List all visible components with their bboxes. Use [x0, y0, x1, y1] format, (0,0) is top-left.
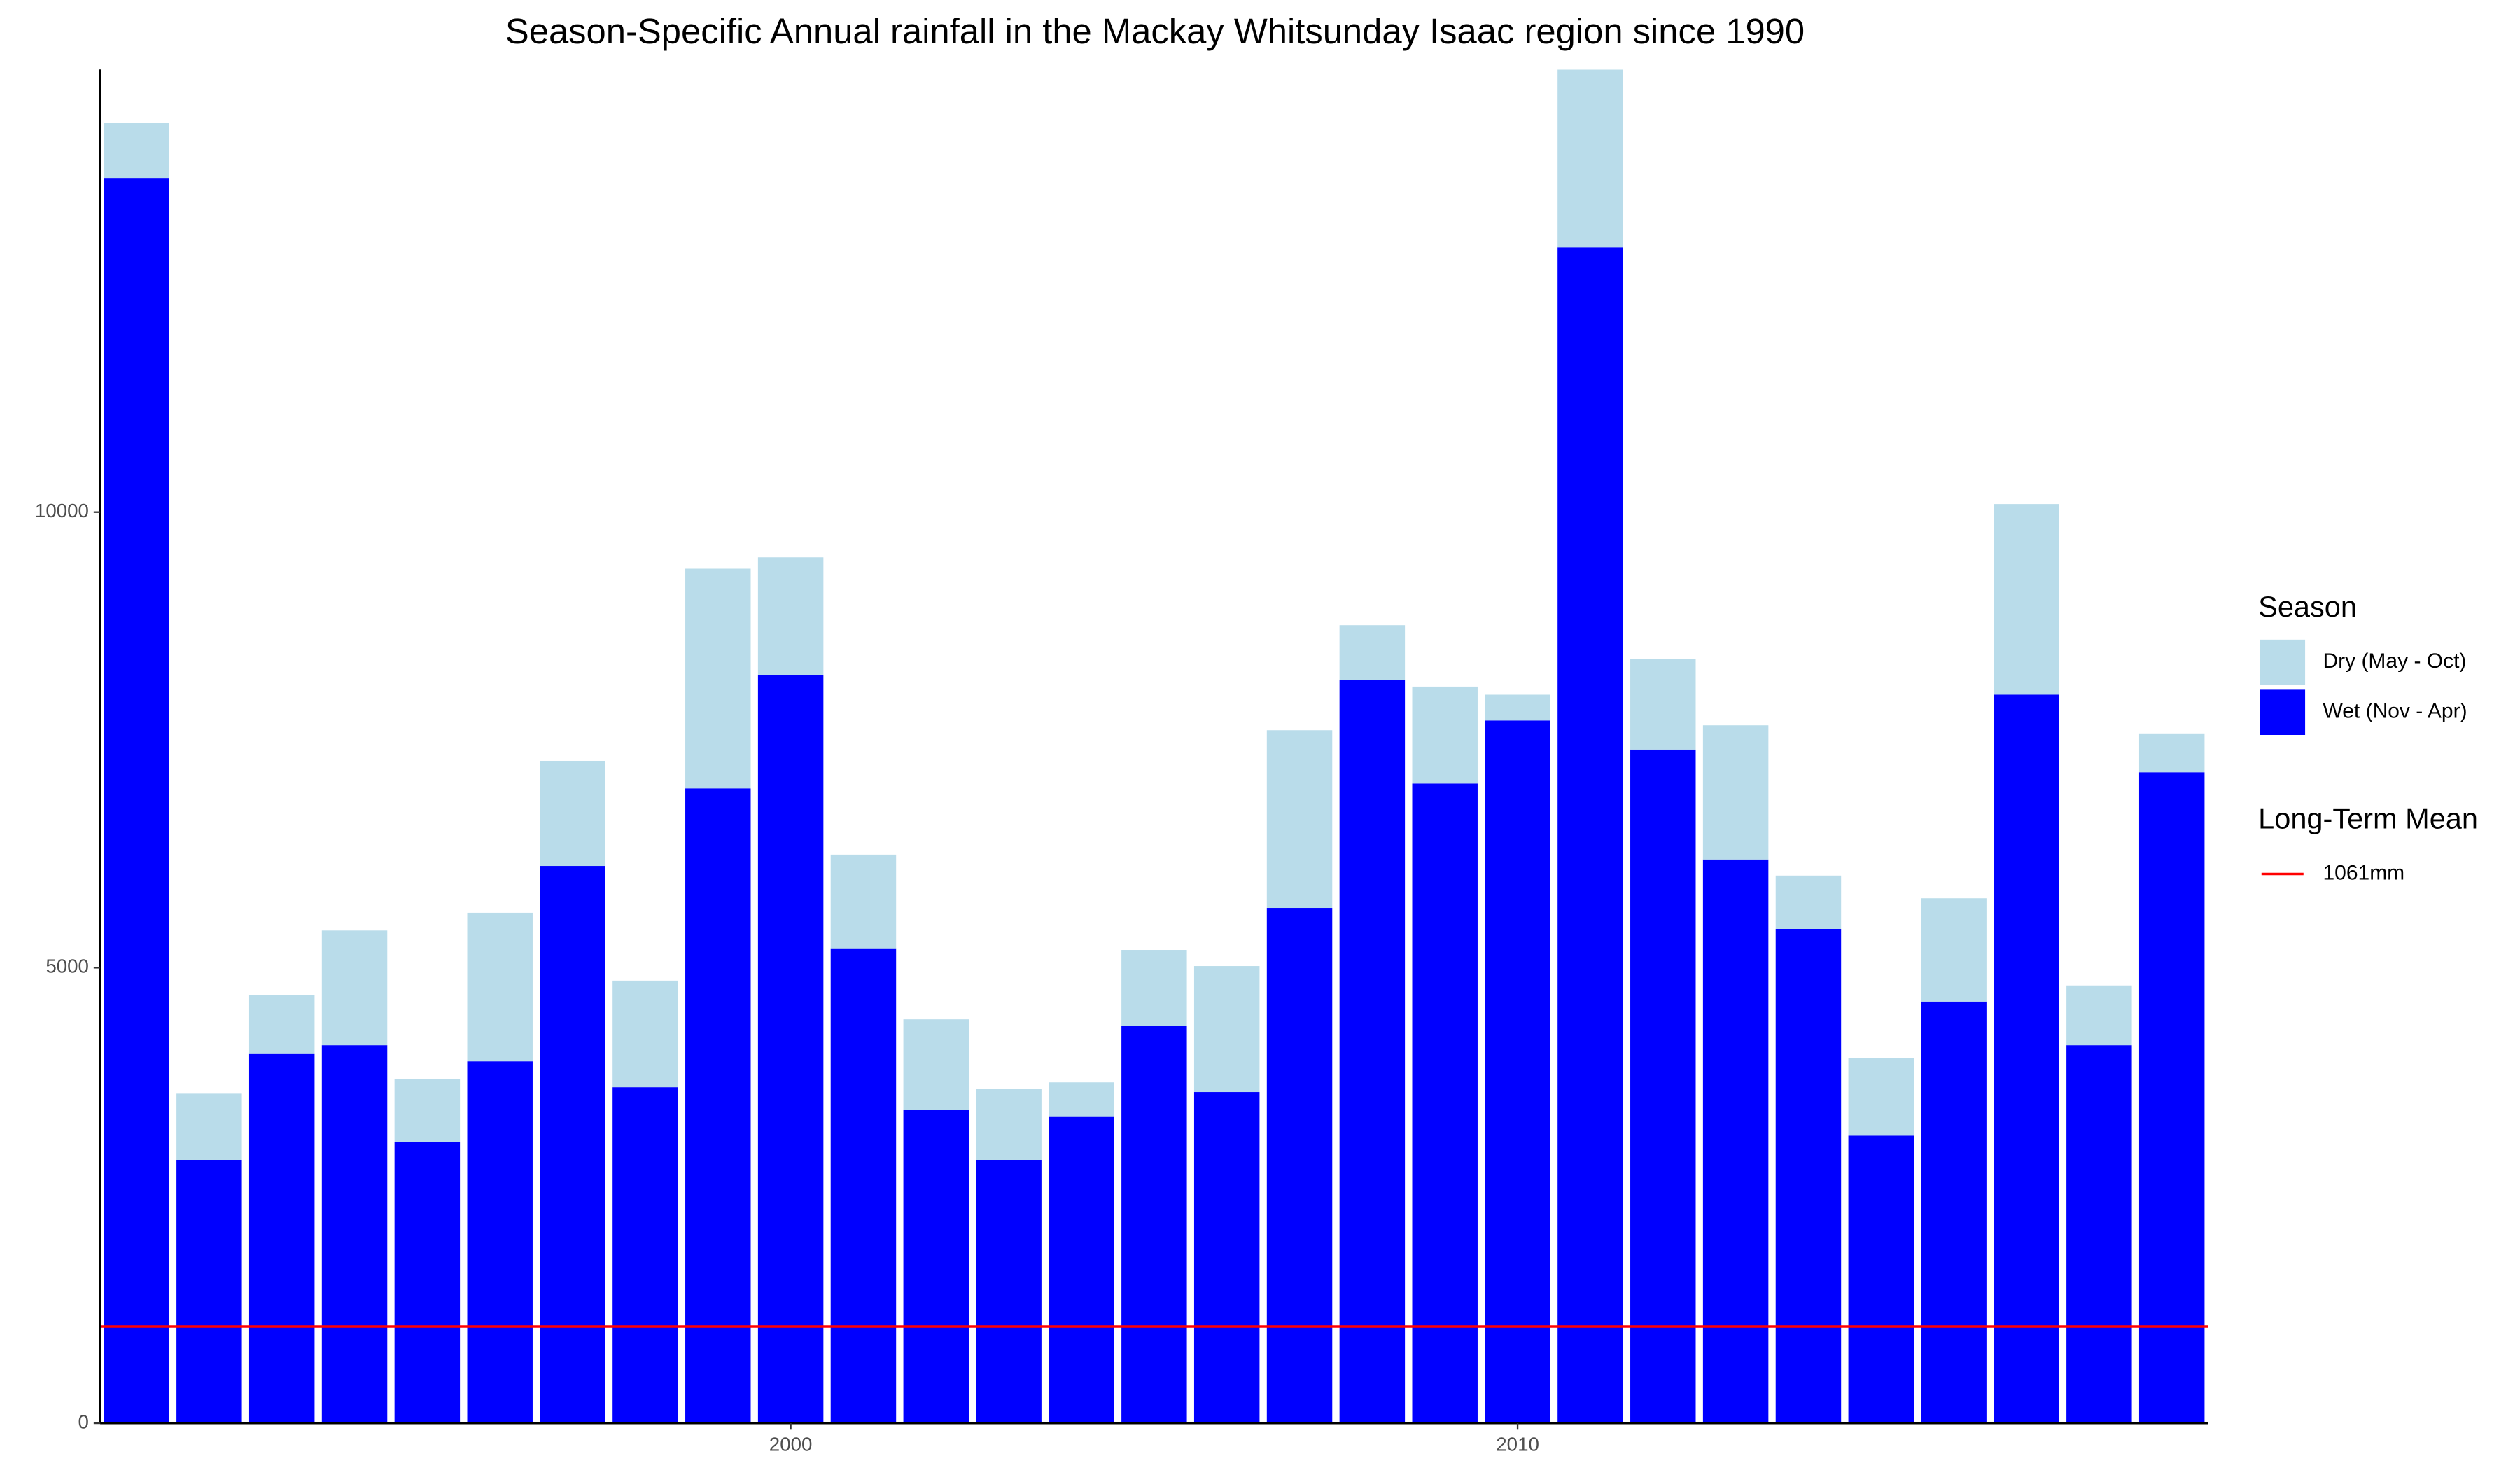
bar-segment [612, 1087, 678, 1424]
bar-segment [976, 1159, 1042, 1424]
bar-segment [1775, 875, 1842, 929]
bar-segment [1339, 625, 1406, 680]
bar-segment [903, 1019, 969, 1110]
bar-segment [1558, 69, 1623, 248]
bar-segment [540, 760, 606, 867]
bar-segment [1049, 1082, 1114, 1116]
bar-segment [1266, 730, 1333, 909]
bar-segment [321, 930, 388, 1046]
bar-segment [1121, 950, 1187, 1026]
bar-segment [612, 980, 678, 1088]
bar-segment [976, 1088, 1042, 1160]
bar-segment [104, 178, 169, 1424]
bar-segment [1558, 247, 1623, 1424]
bar-segment [685, 788, 751, 1424]
bar-segment [1848, 1135, 1914, 1424]
bar-segment [1339, 680, 1406, 1424]
legend-label: Wet (Nov - Apr) [2323, 700, 2467, 723]
bar-segment [830, 948, 897, 1424]
bar-segment [104, 122, 169, 178]
legend-label: Dry (May - Oct) [2323, 650, 2466, 673]
bar-segment [1194, 1092, 1260, 1424]
bar-segment [1775, 928, 1842, 1424]
bar-segment [1412, 686, 1478, 784]
reference-legend-title: Long-Term Mean [2258, 802, 2478, 834]
bar-segment [1266, 908, 1333, 1424]
bar-segment [1485, 720, 1550, 1424]
chart-title: Season-Specific Annual rainfall in the M… [505, 11, 1805, 51]
bar-segment [1412, 783, 1478, 1424]
bar-segment [1194, 966, 1260, 1093]
bar-segment [248, 995, 315, 1054]
bar-segment [1994, 504, 2059, 695]
y-tick-label: 0 [78, 1410, 89, 1432]
bar-segment [1921, 898, 1987, 1002]
bar-segment [685, 568, 751, 789]
bar-segment [1702, 859, 1769, 1424]
bar-segment [176, 1093, 242, 1160]
bar-segment [394, 1142, 461, 1424]
bar-segment [321, 1045, 388, 1424]
bar-segment [248, 1053, 315, 1424]
bar-segment [394, 1079, 461, 1142]
bar-segment [1994, 694, 2059, 1424]
bar-segment [1049, 1116, 1114, 1424]
bar-segment [2066, 1045, 2132, 1424]
x-tick-label: 2000 [769, 1434, 813, 1455]
bar-segment [540, 866, 606, 1424]
bar-segment [757, 557, 824, 676]
bar-segment [757, 675, 824, 1424]
x-tick-label: 2010 [1496, 1434, 1539, 1455]
reference-legend-label: 1061mm [2323, 861, 2404, 884]
bar-segment [1848, 1058, 1914, 1136]
bar-segment [2138, 772, 2205, 1424]
bar-segment [2138, 733, 2205, 773]
bar-segment [467, 912, 533, 1062]
bar-segment [1921, 1001, 1987, 1424]
bar-segment [903, 1110, 969, 1424]
bar-segment [830, 854, 897, 948]
legend-key [2260, 639, 2306, 685]
bar-segment [1702, 725, 1769, 860]
y-tick-label: 5000 [46, 955, 89, 977]
bar-segment [1121, 1026, 1187, 1424]
bar-segment [467, 1061, 533, 1424]
y-tick-label: 10000 [35, 500, 89, 522]
bar-segment [2066, 985, 2132, 1046]
bar-segment [176, 1159, 242, 1424]
bar-segment [1630, 659, 1696, 750]
legend-key [2260, 690, 2306, 735]
bar-segment [1485, 694, 1550, 721]
legend-title: Season [2258, 590, 2357, 623]
bar-segment [1630, 749, 1696, 1424]
